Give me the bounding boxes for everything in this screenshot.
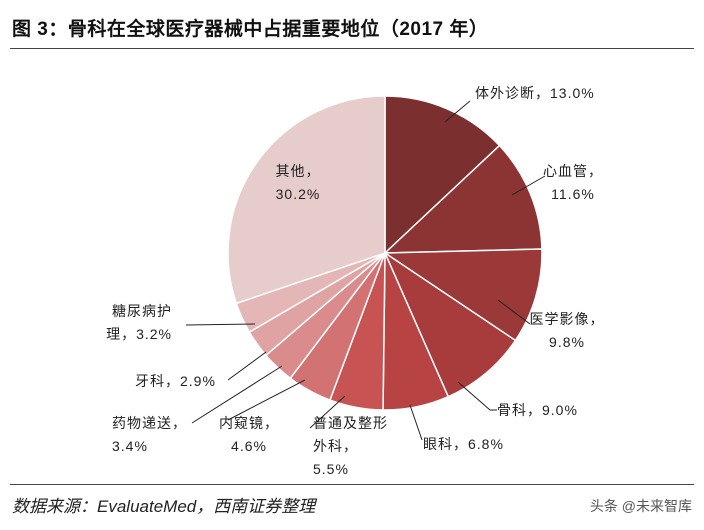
value-label: 3.4% <box>112 438 148 454</box>
value-label: 9.0% <box>542 402 578 418</box>
category-name: 药物递送 <box>112 415 172 431</box>
watermark: 头条 @未来智库 <box>589 498 692 514</box>
leader-line <box>444 100 471 123</box>
chart-title: 图 3：骨科在全球医疗器械中占据重要地位（2017 年） <box>12 19 489 40</box>
chart <box>185 95 546 441</box>
leader-line <box>227 351 267 381</box>
slice-label: 其他， 30.2% <box>265 160 331 206</box>
value-label: 2.9% <box>180 373 216 389</box>
pie-slice <box>382 248 543 342</box>
label-separator: ， <box>343 438 358 454</box>
slice-label: 糖尿病护理，3.2% <box>106 300 172 346</box>
slice-label: 眼科，6.8% <box>423 433 533 456</box>
value-label: 30.2% <box>275 186 321 202</box>
category-name: 普通及整形外科 <box>313 415 388 454</box>
slice-label: 普通及整形外科， 5.5% <box>313 412 393 481</box>
value-label: 6.8% <box>468 436 504 452</box>
leader-line <box>191 365 283 424</box>
label-separator: ， <box>305 163 321 179</box>
pie-slice <box>227 95 386 305</box>
label-separator: ， <box>165 373 180 389</box>
label-separator: ， <box>535 85 550 101</box>
value-label: 5.5% <box>313 461 349 477</box>
category-name: 医学影像 <box>529 311 590 327</box>
value-label: 11.6% <box>551 186 595 202</box>
pie-slice <box>383 144 543 254</box>
value-label: 3.2% <box>136 326 172 342</box>
category-name: 心血管 <box>543 163 588 179</box>
label-separator: ， <box>589 311 605 327</box>
slice-label: 体外诊断，13.0% <box>475 82 645 105</box>
pie-slice <box>384 95 501 255</box>
category-name: 牙科 <box>135 373 165 389</box>
footer-rule <box>10 484 694 485</box>
category-name: 内窥镜 <box>219 415 264 431</box>
label-separator: ， <box>121 326 137 342</box>
label-separator: ， <box>527 402 542 418</box>
label-separator: ， <box>588 163 603 179</box>
leader-line <box>457 381 497 411</box>
label-separator: ， <box>264 415 279 431</box>
source-note: 数据来源：EvaluateMed，西南证券整理 <box>12 497 316 516</box>
value-label: 9.8% <box>549 334 585 350</box>
category-name: 眼科 <box>423 436 453 452</box>
title-rule <box>10 48 694 49</box>
value-label: 4.6% <box>231 438 267 454</box>
leader-line <box>185 323 256 326</box>
slice-label: 牙科，2.9% <box>135 370 245 393</box>
category-name: 体外诊断 <box>475 85 535 101</box>
leader-line <box>309 395 346 429</box>
slice-label: 骨科，9.0% <box>497 399 617 422</box>
slice-label: 内窥镜， 4.6% <box>218 412 280 458</box>
slice-label: 医学影像，9.8% <box>527 308 607 354</box>
category-name: 糖尿病护理 <box>106 303 172 342</box>
label-separator: ， <box>172 415 187 431</box>
pie-slice <box>383 250 517 398</box>
category-name: 其他 <box>275 163 306 179</box>
slice-label: 心血管， 11.6% <box>540 160 606 206</box>
leader-line <box>497 299 531 325</box>
leader-line <box>227 379 306 421</box>
label-separator: ， <box>453 436 468 452</box>
slice-label: 药物递送， 3.4% <box>112 412 192 458</box>
leader-line <box>511 175 546 196</box>
leader-line <box>409 404 423 441</box>
category-name: 骨科 <box>497 402 527 418</box>
value-label: 13.0% <box>550 85 595 101</box>
